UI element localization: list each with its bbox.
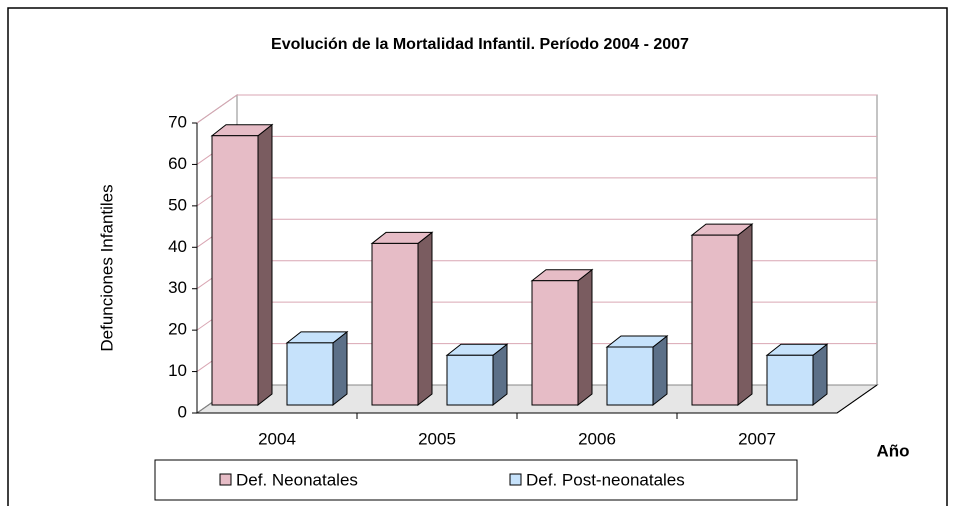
bar-side (332, 330, 348, 407)
x-tick-label: 2004 (258, 429, 296, 448)
x-tick-label: 2007 (738, 429, 776, 448)
bar-side (737, 223, 753, 407)
y-tick-label: 50 (168, 195, 187, 214)
legend-swatch (509, 473, 522, 486)
legend-label: Def. Post-neonatales (526, 470, 685, 489)
bar (211, 135, 259, 406)
bar (766, 354, 814, 406)
floor-edge (836, 384, 878, 414)
grid-line (196, 218, 877, 248)
bar (371, 242, 419, 406)
x-tick-label: 2005 (418, 429, 456, 448)
x-tick-label: 2006 (578, 429, 616, 448)
legend-swatch (219, 473, 232, 486)
bar (531, 280, 579, 406)
y-axis-title: Defunciones Infantiles (97, 184, 116, 351)
y-tick-label: 70 (168, 112, 187, 131)
bar-side (257, 123, 273, 407)
legend-label: Def. Neonatales (236, 470, 358, 489)
bar-side (577, 268, 593, 407)
grid-line (196, 135, 877, 165)
y-tick-label: 0 (178, 402, 187, 421)
bar (606, 346, 654, 406)
x-axis-title: Año (876, 441, 909, 460)
grid-line (196, 94, 877, 124)
bar-side (417, 231, 433, 407)
y-tick-label: 30 (168, 278, 187, 297)
y-tick-label: 20 (168, 320, 187, 339)
bar (691, 234, 739, 406)
grid-line (196, 177, 877, 207)
y-tick-label: 60 (168, 154, 187, 173)
legend (154, 459, 798, 501)
chart-title: Evolución de la Mortalidad Infantil. Per… (271, 36, 689, 53)
bar-side (652, 334, 668, 407)
y-tick-label: 10 (168, 361, 187, 380)
bar (286, 342, 334, 406)
frame (7, 7, 948, 506)
bar (446, 354, 494, 406)
y-tick-label: 40 (168, 237, 187, 256)
